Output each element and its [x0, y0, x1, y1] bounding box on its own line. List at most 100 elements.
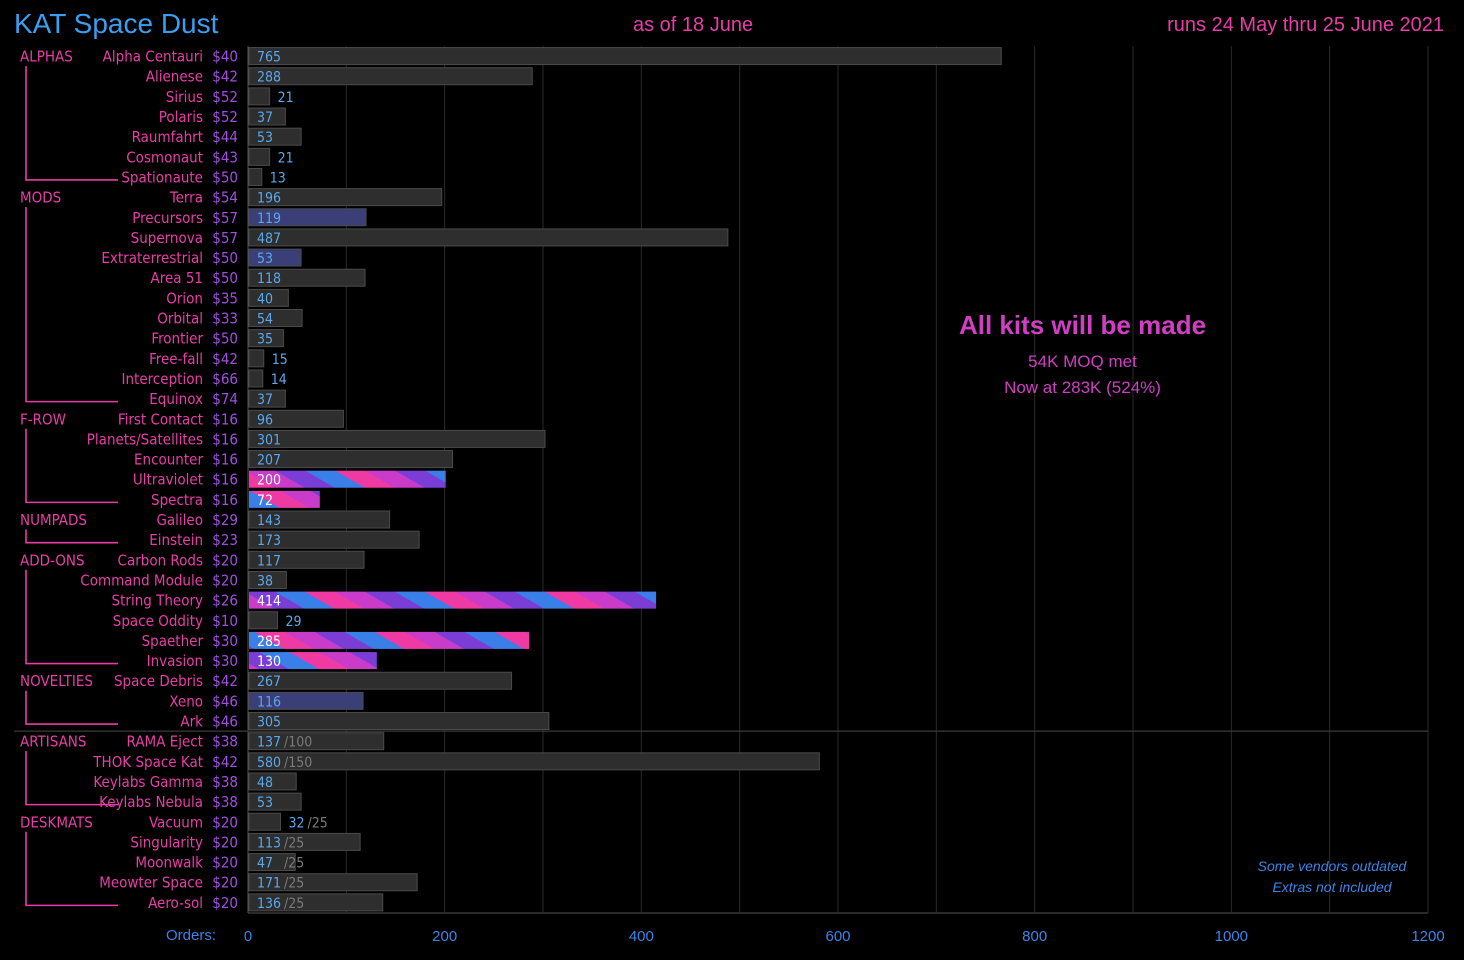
group-label: MODS — [20, 189, 61, 207]
bar — [248, 67, 533, 86]
group-label: DESKMATS — [20, 813, 93, 831]
x-tick-label: 200 — [432, 928, 457, 945]
price-label: $66 — [212, 370, 238, 388]
bar-value-label: 119 — [257, 211, 281, 227]
category-label: Orion — [166, 289, 203, 307]
bar-value-label: 116 — [257, 694, 281, 710]
bar — [248, 147, 271, 166]
category-label: Spaether — [142, 632, 204, 650]
price-label: $54 — [212, 189, 238, 207]
x-tick-label: 0 — [244, 928, 252, 945]
x-tick-label: 1000 — [1215, 928, 1248, 945]
price-label: $38 — [212, 793, 238, 811]
bar — [248, 671, 513, 690]
moq-note: 54K MOQ met — [1028, 352, 1137, 371]
category-label: Aero-sol — [148, 894, 203, 912]
group-bracket — [25, 207, 118, 403]
bar-value-label: 96 — [257, 412, 273, 428]
bar — [248, 188, 443, 207]
group-label: ARTISANS — [20, 733, 86, 751]
bar-value-label: 200 — [257, 473, 281, 489]
moq-label: /25 — [284, 835, 304, 851]
bar-value-label: 285 — [257, 634, 281, 650]
bar — [248, 349, 265, 368]
category-label: Encounter — [134, 451, 203, 469]
price-label: $30 — [212, 632, 238, 650]
category-label: Polaris — [159, 108, 203, 126]
bar-value-label: 35 — [257, 332, 273, 348]
bar — [248, 167, 263, 186]
price-label: $16 — [212, 410, 238, 428]
bar-value-label: 130 — [257, 654, 281, 670]
price-label: $26 — [212, 592, 238, 610]
bar-value-label: 21 — [278, 90, 294, 106]
price-label: $16 — [212, 451, 238, 469]
bar-value-label: 173 — [257, 533, 281, 549]
bar — [248, 127, 302, 146]
category-label: Alienese — [146, 68, 203, 86]
bar — [248, 429, 546, 448]
category-label: Sirius — [166, 88, 203, 106]
bar — [248, 611, 279, 630]
bar-value-label: 47 — [257, 856, 273, 872]
bar-value-label: 32 — [288, 815, 304, 831]
price-label: $20 — [212, 894, 238, 912]
x-tick-label: 600 — [825, 928, 850, 945]
category-label: Moonwalk — [135, 854, 203, 872]
category-label: Command Module — [80, 571, 203, 589]
price-label: $52 — [212, 88, 238, 106]
category-label: Vacuum — [149, 813, 203, 831]
category-label: Free-fall — [149, 350, 203, 368]
category-label: Raumfahrt — [132, 128, 203, 146]
category-label: Orbital — [157, 310, 203, 328]
price-label: $29 — [212, 511, 238, 529]
group-bracket — [25, 529, 118, 544]
category-label: Spectra — [151, 491, 203, 509]
bar — [249, 652, 377, 670]
group-label: ALPHAS — [20, 48, 73, 66]
bar — [248, 107, 286, 126]
price-label: $57 — [212, 229, 238, 247]
price-label: $42 — [212, 350, 238, 368]
bar — [248, 369, 264, 388]
bar — [248, 329, 284, 348]
category-label: String Theory — [112, 592, 203, 610]
price-label: $40 — [212, 48, 238, 66]
group-bracket — [25, 569, 118, 665]
bar — [248, 792, 302, 811]
bar-value-label: 301 — [257, 432, 281, 448]
bar — [248, 853, 296, 872]
price-label: $23 — [212, 531, 238, 549]
bar — [248, 732, 385, 751]
price-label: $16 — [212, 430, 238, 448]
category-label: Ultraviolet — [133, 471, 203, 489]
price-label: $20 — [212, 833, 238, 851]
category-label: Terra — [169, 189, 203, 207]
bar-value-label: 113 — [257, 835, 281, 851]
price-label: $42 — [212, 753, 238, 771]
price-label: $16 — [212, 471, 238, 489]
price-label: $20 — [212, 551, 238, 569]
price-label: $20 — [212, 854, 238, 872]
bar — [248, 47, 1002, 66]
bar-value-label: 137 — [257, 735, 281, 751]
bar-value-label: 305 — [257, 715, 281, 731]
moq-label: /25 — [284, 896, 304, 912]
price-label: $57 — [212, 209, 238, 227]
bar-value-label: 13 — [270, 170, 286, 186]
moq-label: /100 — [284, 735, 312, 751]
price-label: $42 — [212, 672, 238, 690]
price-label: $50 — [212, 168, 238, 186]
price-label: $74 — [212, 390, 238, 408]
bar-value-label: 37 — [257, 392, 273, 408]
price-label: $42 — [212, 68, 238, 86]
category-label: Space Oddity — [113, 612, 203, 630]
bar-value-label: 53 — [257, 251, 273, 267]
chart-title: KAT Space Dust — [14, 8, 219, 39]
price-label: $33 — [212, 310, 238, 328]
group-label: NOVELTIES — [20, 672, 93, 690]
group-bracket — [25, 831, 118, 907]
bar-value-label: 136 — [257, 896, 281, 912]
bar — [248, 248, 302, 267]
category-label: Space Debris — [114, 672, 203, 690]
